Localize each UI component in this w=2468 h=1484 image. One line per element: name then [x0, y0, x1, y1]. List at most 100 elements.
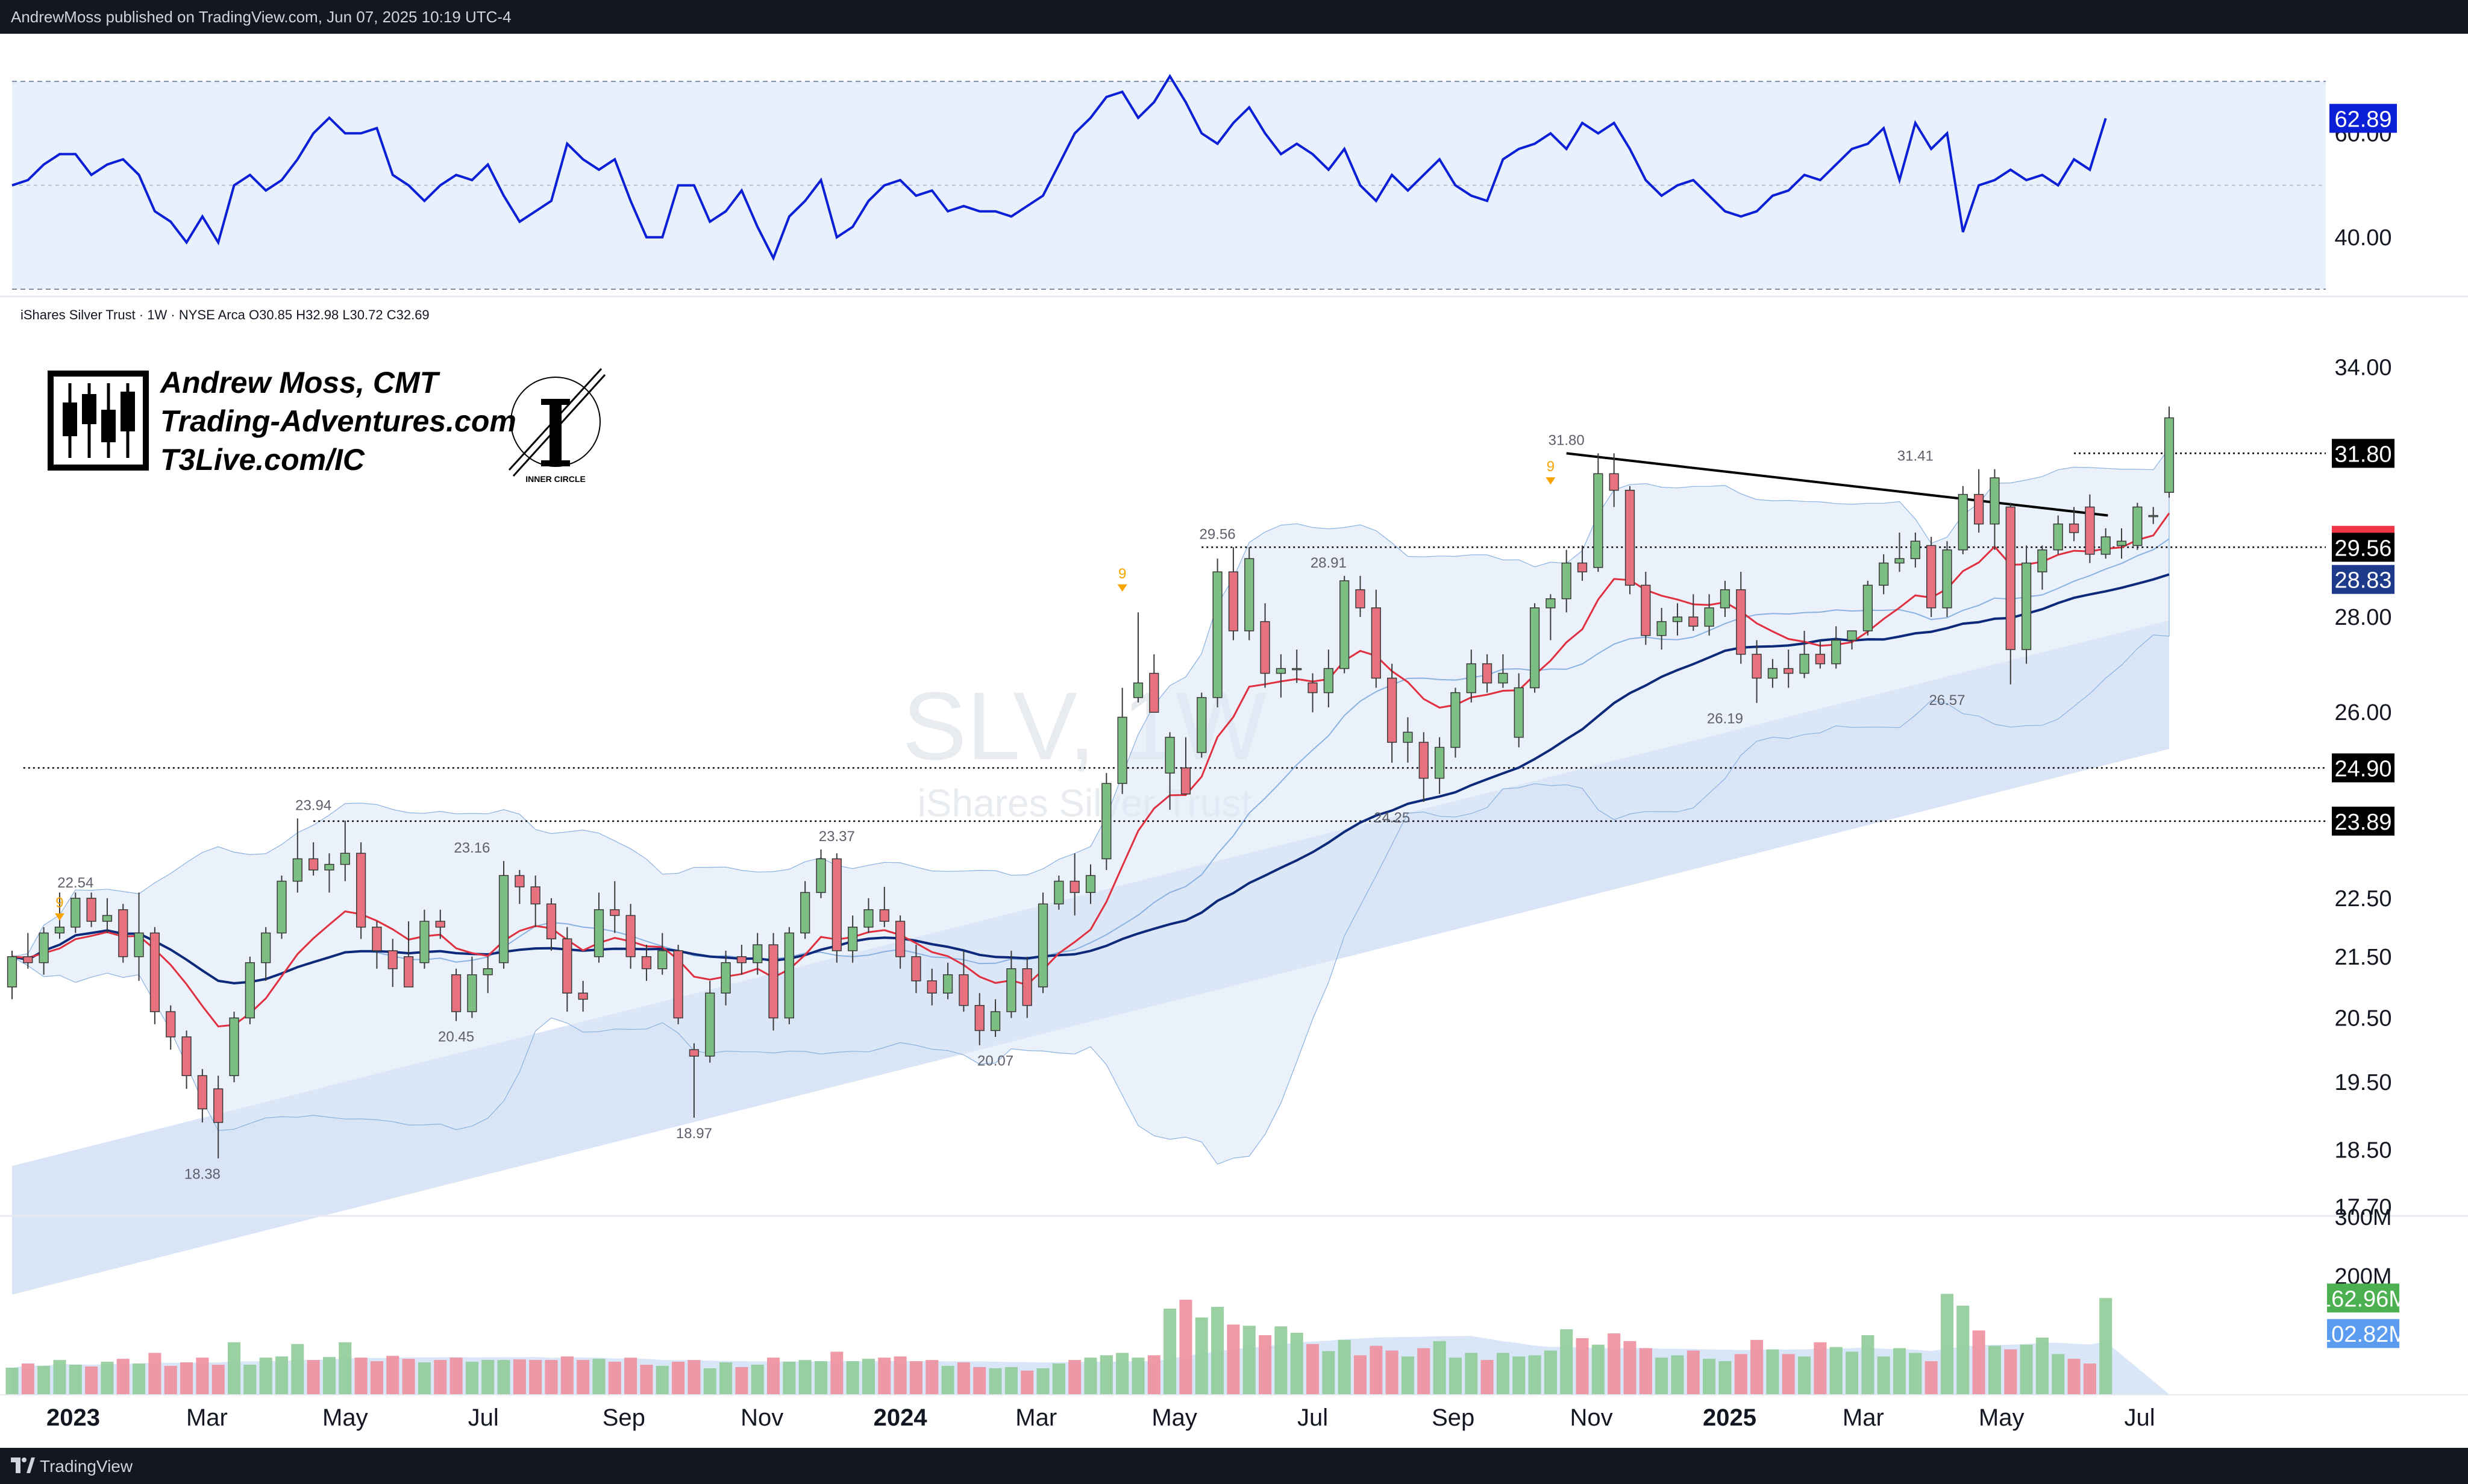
candle: [1498, 654, 1508, 688]
price-annotation: 20.07: [977, 1053, 1013, 1069]
price-label: 23.89: [2334, 810, 2391, 835]
candle-body: [625, 915, 636, 957]
volume-bar: [577, 1360, 590, 1394]
volume-bar: [37, 1365, 51, 1394]
volume-bar: [322, 1357, 336, 1394]
candle: [848, 915, 858, 963]
volume-bar: [2067, 1359, 2081, 1394]
candle: [340, 820, 350, 881]
candle: [1767, 659, 1778, 688]
candle: [2053, 515, 2063, 554]
volume-axis-tick: 300M: [2334, 1205, 2391, 1230]
volume-bar: [1021, 1370, 1034, 1394]
candle: [277, 875, 287, 939]
price-label: 24.90: [2334, 756, 2391, 781]
candle-body: [1387, 677, 1397, 743]
volume-bar: [1132, 1357, 1145, 1394]
volume-bar: [1544, 1350, 1557, 1394]
candle-body: [657, 950, 668, 969]
rsi-value-box: [2329, 104, 2397, 133]
td-sequential-9: 9: [1118, 566, 1126, 582]
volume-bar: [624, 1357, 637, 1394]
price-axis-tick: 21.50: [2334, 945, 2391, 970]
volume-bar: [307, 1360, 320, 1394]
volume-label-box: [2327, 1319, 2399, 1348]
volume-bar: [1179, 1300, 1192, 1394]
tradingview-bar: TradingView: [0, 1448, 2468, 1484]
candle: [689, 1043, 700, 1118]
price-axis-tick: 34.00: [2334, 355, 2391, 381]
candle: [39, 927, 49, 975]
td-sequential-arrow-icon: [54, 913, 64, 921]
candle-body: [2148, 515, 2158, 518]
volume-bar: [2052, 1354, 2065, 1394]
volume-bar: [1528, 1355, 1541, 1394]
price-axis-tick: 20.50: [2334, 1006, 2391, 1031]
candle: [1165, 732, 1175, 810]
volume-bar: [1893, 1348, 1906, 1394]
candle: [1133, 612, 1144, 703]
candle-body: [1879, 562, 1889, 586]
candle-body: [1498, 672, 1508, 684]
volume-bar: [164, 1365, 177, 1394]
time-axis-tick: May: [1979, 1404, 2025, 1431]
candle: [1260, 603, 1270, 688]
candle: [1752, 640, 1762, 703]
candle-body: [641, 956, 652, 969]
candle-body: [1085, 875, 1096, 894]
brand-text: TradingView: [40, 1457, 133, 1476]
candle: [2116, 528, 2127, 559]
inner-circle-label: INNER CIRCLE: [525, 474, 586, 484]
volume-bar: [1877, 1356, 1890, 1394]
candle: [895, 915, 906, 969]
candle: [1085, 864, 1096, 904]
candle: [23, 933, 33, 969]
volume-bar: [148, 1353, 161, 1394]
candle-body: [2053, 523, 2063, 551]
candle: [292, 818, 302, 893]
volume-bar: [1591, 1344, 1605, 1394]
volume-bar: [560, 1356, 574, 1394]
publisher-bar: AndrewMoss published on TradingView.com,…: [0, 0, 2468, 34]
candle-body: [546, 903, 557, 939]
candle: [1973, 469, 1984, 533]
candle: [1403, 717, 1413, 763]
author-link: T3Live.com/IC: [160, 443, 365, 477]
candle-body: [1815, 654, 1826, 665]
candle-body: [1831, 639, 1841, 665]
volume-bar: [1988, 1345, 2001, 1394]
price-label-box: [2332, 806, 2394, 836]
candle: [641, 945, 652, 981]
volume-bar: [608, 1362, 621, 1394]
candle-body: [1942, 549, 1952, 609]
candle-body: [832, 858, 842, 951]
candle: [578, 980, 588, 1012]
price-label-box: [2332, 753, 2394, 783]
volume-bar: [259, 1357, 272, 1394]
candle: [498, 861, 509, 969]
candle: [594, 892, 604, 963]
volume-bar: [2035, 1337, 2049, 1394]
candle-body: [1149, 672, 1159, 713]
candle: [419, 909, 430, 969]
candle: [705, 980, 715, 1063]
candle-body: [435, 921, 445, 928]
volume-bar: [973, 1367, 986, 1394]
candle-body: [1308, 682, 1318, 693]
candle-body: [1609, 473, 1619, 491]
candle-body: [1260, 621, 1270, 674]
volume-bar: [767, 1357, 780, 1394]
price-annotation: 23.16: [454, 840, 490, 856]
volume-bar: [672, 1362, 685, 1394]
candle-body: [942, 974, 953, 994]
candle: [1784, 650, 1794, 688]
time-axis-tick: Jul: [2125, 1404, 2155, 1431]
candle-body: [705, 992, 715, 1057]
candle-body: [181, 1036, 192, 1077]
candle: [1990, 469, 2000, 550]
price-label-box: [2332, 565, 2394, 594]
candle-body: [1466, 663, 1476, 693]
